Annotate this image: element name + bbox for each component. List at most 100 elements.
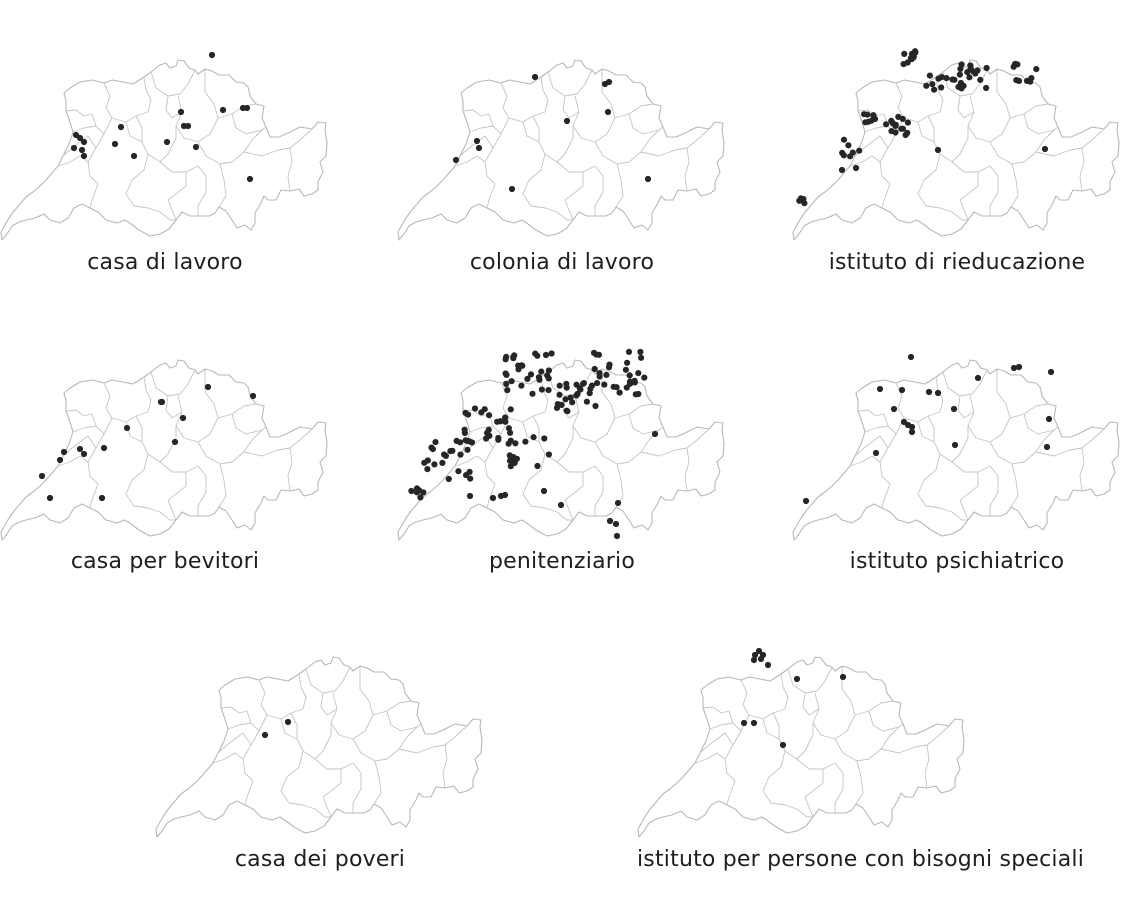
canton-border [556, 161, 604, 216]
canton-border [857, 409, 889, 427]
institution-dot [977, 76, 984, 83]
canton-border [218, 163, 227, 208]
institution-dot [740, 719, 748, 727]
canton-border [314, 758, 362, 813]
institution-dot [904, 59, 911, 66]
institution-dot [424, 466, 431, 473]
institution-dot [856, 147, 863, 154]
institution-dot [755, 647, 763, 655]
institution-dot [950, 405, 958, 413]
institution-dot [934, 389, 942, 397]
institution-dot [98, 494, 106, 502]
canton-border [212, 752, 244, 764]
canton-border [917, 421, 969, 463]
canton-border [175, 69, 219, 143]
canton-border [103, 376, 152, 423]
canton-border [562, 95, 580, 119]
institution-dot [542, 351, 550, 359]
canton-border [724, 714, 750, 806]
institution-dot [935, 75, 942, 82]
institution-dot [130, 152, 138, 160]
country-outline [0, 359, 328, 541]
canton-border [927, 115, 935, 142]
institution-dot [931, 86, 938, 93]
canton-border [175, 369, 219, 443]
canton-border [854, 435, 889, 457]
institution-dot [548, 350, 555, 357]
institution-dot [635, 370, 642, 377]
institution-dot [408, 487, 415, 495]
institution-dot [1015, 77, 1023, 84]
institution-dot [78, 146, 86, 154]
institution-dot [80, 450, 88, 458]
institution-dot [1012, 60, 1019, 68]
institution-dot [246, 175, 254, 183]
institution-dot [759, 651, 767, 659]
country-outline [155, 656, 483, 838]
institution-dot [219, 106, 227, 114]
canton-border [469, 425, 502, 435]
institution-dot [750, 656, 758, 664]
canton-border [1009, 103, 1049, 119]
institution-dot [908, 428, 916, 436]
canton-border [72, 125, 105, 135]
institution-dot [261, 731, 269, 739]
canton-border [615, 163, 624, 208]
map-caption: casa dei poveri [234, 847, 406, 872]
canton-border [614, 403, 654, 419]
canton-border [57, 455, 89, 467]
canton-border [959, 172, 979, 221]
institution-dot [888, 128, 895, 135]
institution-dot [501, 491, 509, 499]
institution-dot [466, 492, 474, 500]
institution-dot [545, 367, 552, 374]
institution-dot [624, 359, 631, 366]
canton-border [594, 429, 660, 465]
institution-dot [518, 382, 525, 389]
institution-dot [473, 137, 481, 145]
institution-dot [417, 494, 424, 501]
canton-border [1023, 113, 1059, 135]
canton-border [942, 369, 988, 397]
canton-border [1035, 428, 1105, 457]
map-panel-casa-per-bevitori: casa per bevitori [0, 330, 330, 580]
institution-dot [845, 142, 852, 149]
institution-dot [46, 494, 54, 502]
institution-dot [502, 414, 509, 421]
institution-dot [424, 457, 431, 464]
canton-border [628, 113, 664, 135]
canton-border [320, 692, 338, 716]
canton-border [594, 129, 660, 165]
institution-dot [1015, 363, 1023, 371]
institution-dot [461, 426, 468, 433]
canton-border [1010, 163, 1019, 208]
institution-dot [123, 424, 131, 432]
institution-dot [904, 119, 911, 126]
institution-dot [413, 485, 421, 492]
canton-border [640, 128, 710, 157]
institution-dot [626, 380, 634, 387]
institution-dot [605, 78, 613, 86]
canton-border [522, 121, 574, 163]
canton-border [197, 129, 263, 165]
institution-dot [625, 348, 633, 355]
institution-dot [606, 517, 614, 525]
institution-dot [592, 402, 599, 410]
canton-border [167, 472, 187, 521]
canton-border [989, 129, 1055, 165]
canton-border [924, 744, 930, 789]
canton-border [386, 710, 422, 732]
institution-dot [580, 380, 587, 387]
institution-dot [590, 349, 598, 356]
institution-dot [564, 408, 571, 415]
institution-dot [538, 368, 545, 375]
institution-dot [838, 166, 846, 174]
institution-dot [243, 104, 251, 112]
map-panel-colonia-di-lavoro: colonia di lavoro [397, 30, 727, 280]
canton-border [103, 76, 152, 123]
canton-border [804, 769, 824, 818]
canton-border [834, 726, 900, 762]
institution-dot [284, 718, 292, 726]
institution-dot [530, 434, 537, 441]
canton-border [125, 453, 176, 521]
